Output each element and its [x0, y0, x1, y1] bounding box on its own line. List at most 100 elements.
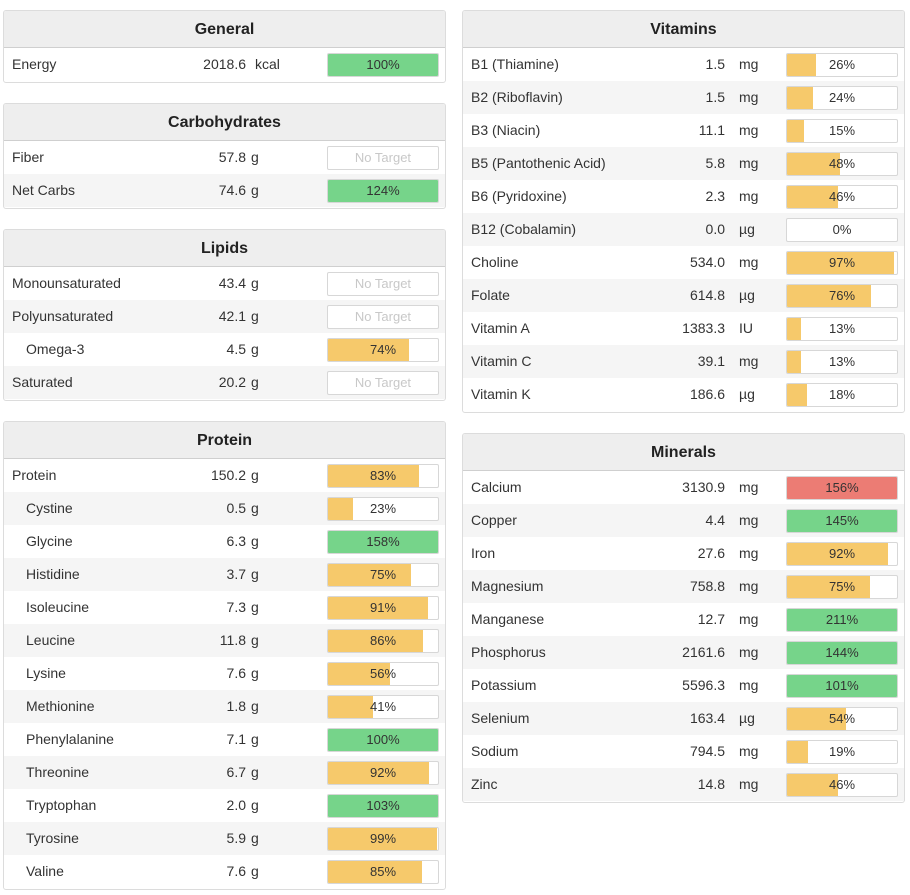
nutrient-row: Lysine 7.6 g 56% [4, 657, 445, 690]
nutrient-row: Calcium 3130.9 mg 156% [463, 471, 904, 504]
vitamins-header: Vitamins [463, 11, 904, 48]
target-progress-bar: No Target [327, 146, 439, 170]
progress-fill [328, 861, 422, 883]
nutrient-row: Tyrosine 5.9 g 99% [4, 822, 445, 855]
lipids-panel: Lipids Monounsaturated 43.4 g No Target Poly… [3, 229, 446, 401]
nutrient-amount: 12.7 [697, 611, 725, 627]
nutrient-name: Selenium [471, 710, 530, 726]
nutrient-amount: 7.6 [226, 665, 246, 681]
nutrient-unit: mg [739, 644, 759, 660]
nutrient-amount: 163.4 [689, 710, 725, 726]
progress-label: 92% [369, 765, 397, 780]
nutrient-unit: g [251, 533, 259, 549]
progress-fill [787, 153, 840, 175]
nutrient-name: Energy [12, 56, 57, 72]
nutrient-row: B6 (Pyridoxine) 2.3 mg 46% [463, 180, 904, 213]
protein-rows: Protein 150.2 g 83% Cystine 0.5 g 23% Glycine 6.3… [4, 459, 445, 888]
progress-label: 74% [369, 342, 397, 357]
nutrient-amount: 6.7 [226, 764, 246, 780]
nutrient-unit: g [251, 797, 259, 813]
target-progress-bar: 100% [327, 728, 439, 752]
nutrient-unit: g [251, 182, 259, 198]
nutrient-amount: 42.1 [218, 308, 246, 324]
progress-fill [328, 339, 410, 361]
progress-label: 92% [828, 546, 856, 561]
nutrient-unit: mg [739, 611, 759, 627]
nutrient-amount: 7.1 [226, 731, 246, 747]
nutrient-name: Saturated [12, 374, 73, 390]
nutrient-name: Leucine [26, 632, 76, 648]
nutrient-row: Tryptophan 2.0 g 103% [4, 789, 445, 822]
target-progress-bar: 85% [327, 860, 439, 884]
nutrient-unit: g [251, 863, 259, 879]
nutrient-row: Choline 534.0 mg 97% [463, 246, 904, 279]
nutrient-row: Folate 614.8 µg 76% [463, 279, 904, 312]
nutrient-unit: µg [739, 287, 755, 303]
nutrient-amount: 3130.9 [682, 479, 725, 495]
nutrient-amount: 0.0 [705, 221, 725, 237]
progress-fill [787, 642, 897, 664]
nutrient-amount: 614.8 [689, 287, 725, 303]
progress-fill [787, 576, 870, 598]
nutrient-amount: 43.4 [218, 275, 246, 291]
target-progress-bar: 75% [786, 575, 898, 599]
nutrient-amount: 2.0 [226, 797, 246, 813]
progress-label: 99% [369, 831, 397, 846]
nutrient-row: Selenium 163.4 µg 54% [463, 702, 904, 735]
nutrient-name: Cystine [26, 500, 73, 516]
target-progress-bar: 56% [327, 662, 439, 686]
nutrient-unit: g [251, 632, 259, 648]
nutrient-amount: 2.3 [705, 188, 725, 204]
nutrient-name: Phosphorus [471, 644, 546, 660]
nutrient-name: Vitamin A [471, 320, 530, 336]
nutrient-unit: mg [739, 545, 759, 561]
nutrient-row: Leucine 11.8 g 86% [4, 624, 445, 657]
nutrient-row: Potassium 5596.3 mg 101% [463, 669, 904, 702]
nutrient-amount: 57.8 [218, 149, 246, 165]
general-rows: Energy 2018.6 kcal 100% [4, 48, 445, 81]
progress-label: No Target [354, 375, 412, 390]
nutrient-row: Valine 7.6 g 85% [4, 855, 445, 888]
nutrient-amount: 1.5 [705, 56, 725, 72]
nutrient-name: Net Carbs [12, 182, 76, 198]
nutrient-row: Phosphorus 2161.6 mg 144% [463, 636, 904, 669]
progress-fill [787, 477, 897, 499]
progress-fill [328, 564, 411, 586]
progress-fill [787, 252, 894, 274]
nutrient-row: Threonine 6.7 g 92% [4, 756, 445, 789]
nutrient-amount: 5.9 [226, 830, 246, 846]
nutrient-name: Calcium [471, 479, 522, 495]
target-progress-bar: 23% [327, 497, 439, 521]
nutrient-row: Isoleucine 7.3 g 91% [4, 591, 445, 624]
progress-label: 156% [825, 480, 859, 495]
progress-label: 19% [828, 744, 856, 759]
nutrient-unit: IU [739, 320, 753, 336]
nutrient-unit: mg [739, 677, 759, 693]
target-progress-bar: 156% [786, 476, 898, 500]
progress-fill [787, 87, 814, 109]
progress-label: 56% [369, 666, 397, 681]
protein-header: Protein [4, 422, 445, 459]
progress-label: 158% [366, 534, 400, 549]
nutrient-unit: mg [739, 155, 759, 171]
target-progress-bar: 144% [786, 641, 898, 665]
nutrient-row: Phenylalanine 7.1 g 100% [4, 723, 445, 756]
nutrient-unit: g [251, 275, 259, 291]
nutrient-row: Energy 2018.6 kcal 100% [4, 48, 445, 81]
nutrient-row: Vitamin A 1383.3 IU 13% [463, 312, 904, 345]
nutrient-name: Fiber [12, 149, 44, 165]
target-progress-bar: 124% [327, 179, 439, 203]
progress-label: 100% [366, 57, 400, 72]
nutrient-name: Valine [26, 863, 64, 879]
nutrient-unit: g [251, 149, 259, 165]
nutrient-name: Omega-3 [26, 341, 85, 357]
progress-label: 101% [825, 678, 859, 693]
progress-fill [787, 741, 808, 763]
progress-fill [787, 120, 804, 142]
nutrient-unit: g [251, 341, 259, 357]
progress-fill [787, 351, 802, 373]
nutrient-unit: mg [739, 89, 759, 105]
nutrient-row: Methionine 1.8 g 41% [4, 690, 445, 723]
target-progress-bar: 76% [786, 284, 898, 308]
progress-label: 211% [825, 612, 859, 627]
